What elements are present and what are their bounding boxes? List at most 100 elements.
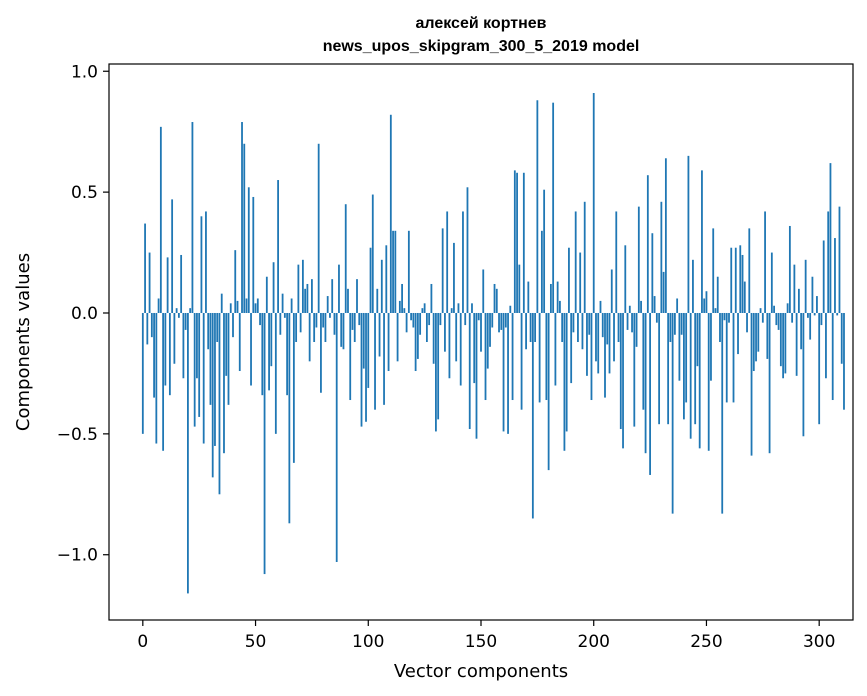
bar-136: [448, 312, 451, 379]
bar-51: [256, 298, 259, 313]
bar-237: [676, 298, 679, 313]
bar-263: [734, 247, 737, 313]
bar-251: [707, 312, 710, 451]
bar-300: [818, 312, 821, 425]
bar-185: [559, 300, 561, 313]
bar-31: [211, 312, 214, 478]
bar-139: [455, 312, 458, 362]
bar-170: [525, 312, 527, 350]
bar-161: [504, 312, 507, 328]
bar-103: [374, 312, 376, 410]
bar-38: [227, 312, 230, 405]
bar-23: [193, 312, 196, 427]
bar-88: [340, 312, 343, 347]
bar-266: [741, 254, 744, 313]
bar-33: [216, 312, 219, 342]
bar-241: [685, 312, 688, 403]
bar-271: [752, 312, 755, 372]
bar-99: [365, 312, 367, 422]
bar-80: [322, 312, 325, 328]
bar-15: [175, 308, 178, 313]
bar-178: [543, 189, 546, 313]
bar-203: [599, 300, 602, 313]
bar-73: [306, 283, 309, 313]
bar-2: [146, 312, 149, 345]
bar-8: [159, 126, 162, 313]
bar-274: [759, 308, 762, 313]
bar-105: [378, 312, 381, 357]
bar-308: [836, 312, 839, 316]
bar-155: [491, 312, 494, 328]
bar-252: [710, 312, 712, 381]
bar-37: [225, 312, 228, 376]
bar-216: [628, 305, 631, 313]
bar-190: [570, 312, 573, 384]
bar-257: [721, 312, 724, 514]
bar-3: [148, 252, 151, 313]
bar-218: [633, 312, 636, 427]
bar-176: [538, 312, 541, 403]
bar-12: [168, 312, 171, 396]
bar-110: [389, 114, 392, 314]
bar-236: [673, 312, 676, 335]
bar-224: [646, 175, 649, 313]
bar-157: [495, 288, 498, 313]
bar-211: [617, 312, 620, 342]
bar-143: [464, 312, 467, 326]
bar-146: [471, 303, 473, 313]
bar-57: [270, 312, 273, 367]
bar-163: [509, 305, 512, 313]
bar-156: [493, 283, 496, 313]
bar-70: [299, 312, 302, 333]
bar-172: [529, 312, 532, 342]
bar-59: [274, 312, 277, 434]
bar-111: [392, 230, 394, 313]
bar-305: [829, 163, 832, 313]
x-tick-label: 300: [803, 632, 835, 652]
bar-95: [356, 279, 358, 313]
bar-47: [247, 187, 250, 313]
bar-30: [209, 312, 212, 405]
bar-226: [651, 233, 654, 313]
bar-214: [624, 245, 627, 313]
bar-270: [750, 312, 753, 456]
bar-68: [295, 312, 298, 342]
bar-298: [813, 312, 816, 316]
bar-239: [680, 312, 683, 335]
bar-293: [802, 312, 805, 437]
y-axis-label: Components values: [13, 253, 34, 431]
bar-219: [635, 312, 638, 347]
bar-228: [655, 312, 658, 323]
bar-22: [191, 122, 194, 313]
bar-235: [671, 312, 674, 514]
bar-54: [263, 312, 266, 575]
bar-122: [416, 312, 419, 359]
bar-162: [507, 312, 509, 434]
bar-7: [157, 298, 160, 313]
y-axis: 1.0 0.5 0.0 −0.5 −1.0: [57, 62, 109, 566]
bar-166: [516, 172, 518, 313]
bar-109: [387, 312, 390, 372]
x-axis: 0 50 100 150 200 250 300: [137, 620, 835, 652]
bar-0: [141, 312, 144, 434]
bar-256: [719, 312, 721, 342]
bar-258: [723, 312, 726, 321]
bar-262: [732, 312, 735, 403]
bar-98: [362, 312, 365, 369]
bar-246: [696, 312, 699, 367]
bar-35: [220, 293, 223, 313]
bar-175: [536, 100, 539, 313]
bar-32: [214, 312, 216, 446]
bar-165: [513, 170, 516, 313]
bar-208: [610, 269, 613, 313]
bar-184: [556, 281, 559, 313]
bar-302: [822, 240, 825, 313]
bar-225: [649, 312, 651, 475]
bar-201: [595, 312, 597, 362]
bar-27: [202, 312, 205, 444]
bar-253: [712, 228, 715, 313]
bar-141: [459, 312, 462, 386]
bar-254: [714, 308, 717, 313]
bar-128: [430, 283, 433, 313]
bar-230: [660, 201, 663, 313]
